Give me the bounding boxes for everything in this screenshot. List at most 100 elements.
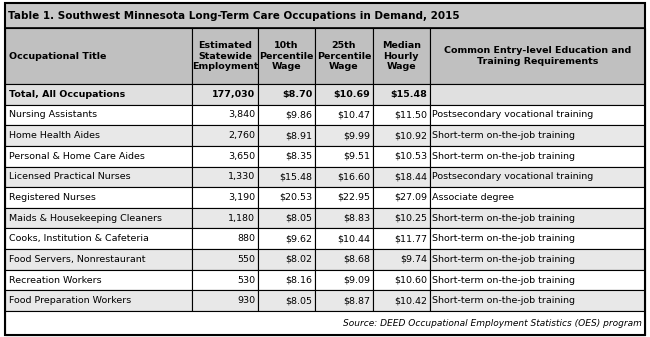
Text: $8.68: $8.68 (343, 255, 370, 264)
Text: $8.70: $8.70 (282, 90, 313, 99)
Bar (5, 146, 192, 166)
Bar (372, 270, 430, 290)
Bar (192, 187, 258, 208)
Bar (5, 249, 192, 270)
Text: Table 1. Southwest Minnesota Long-Term Care Occupations in Demand, 2015: Table 1. Southwest Minnesota Long-Term C… (8, 11, 460, 21)
Bar (258, 290, 315, 311)
Bar (192, 28, 258, 84)
Text: Cooks, Institution & Cafeteria: Cooks, Institution & Cafeteria (9, 234, 149, 243)
Text: $27.09: $27.09 (395, 193, 427, 202)
Text: $16.60: $16.60 (337, 172, 370, 181)
Bar (430, 228, 645, 249)
Bar (5, 187, 192, 208)
Text: $20.53: $20.53 (280, 193, 313, 202)
Text: Registered Nurses: Registered Nurses (9, 193, 96, 202)
Text: $11.77: $11.77 (395, 234, 427, 243)
Text: Short-term on-the-job training: Short-term on-the-job training (432, 234, 575, 243)
Bar (372, 166, 430, 187)
Text: 1,180: 1,180 (228, 214, 255, 223)
Bar (258, 166, 315, 187)
Text: $8.91: $8.91 (285, 131, 313, 140)
Bar (430, 28, 645, 84)
Bar (315, 166, 372, 187)
Text: $18.44: $18.44 (395, 172, 427, 181)
Text: Food Preparation Workers: Food Preparation Workers (9, 296, 131, 305)
Bar (315, 187, 372, 208)
Bar (372, 290, 430, 311)
Text: 530: 530 (237, 276, 255, 284)
Text: Common Entry-level Education and
Training Requirements: Common Entry-level Education and Trainin… (444, 47, 631, 66)
Bar (315, 104, 372, 125)
Bar (372, 104, 430, 125)
Text: $8.05: $8.05 (285, 214, 313, 223)
Bar (192, 84, 258, 104)
Text: Recreation Workers: Recreation Workers (9, 276, 101, 284)
Bar (192, 228, 258, 249)
Bar (315, 28, 372, 84)
Text: Nursing Assistants: Nursing Assistants (9, 111, 97, 119)
Text: $8.02: $8.02 (285, 255, 313, 264)
Bar (430, 290, 645, 311)
Text: 25th
Percentile
Wage: 25th Percentile Wage (317, 41, 371, 71)
Bar (258, 228, 315, 249)
Text: $9.51: $9.51 (343, 152, 370, 161)
Text: Postsecondary vocational training: Postsecondary vocational training (432, 111, 593, 119)
Bar (258, 28, 315, 84)
Text: Short-term on-the-job training: Short-term on-the-job training (432, 255, 575, 264)
Bar (315, 208, 372, 228)
Bar (315, 290, 372, 311)
Text: 880: 880 (237, 234, 255, 243)
Bar (192, 146, 258, 166)
Bar (430, 187, 645, 208)
Bar (430, 84, 645, 104)
Bar (372, 146, 430, 166)
Text: $10.92: $10.92 (395, 131, 427, 140)
Text: $9.09: $9.09 (343, 276, 370, 284)
Text: $10.44: $10.44 (337, 234, 370, 243)
Bar (430, 249, 645, 270)
Text: 930: 930 (237, 296, 255, 305)
Bar (315, 146, 372, 166)
Text: Food Servers, Nonrestaurant: Food Servers, Nonrestaurant (9, 255, 146, 264)
Bar (5, 166, 192, 187)
Bar (372, 249, 430, 270)
Bar (430, 208, 645, 228)
Bar (258, 187, 315, 208)
Text: $10.60: $10.60 (395, 276, 427, 284)
Text: $8.05: $8.05 (285, 296, 313, 305)
Text: $11.50: $11.50 (395, 111, 427, 119)
Bar (5, 228, 192, 249)
Bar (5, 125, 192, 146)
Bar (430, 166, 645, 187)
Bar (430, 104, 645, 125)
Bar (315, 249, 372, 270)
Text: $10.69: $10.69 (333, 90, 370, 99)
Bar (315, 125, 372, 146)
Bar (315, 84, 372, 104)
Text: $8.87: $8.87 (343, 296, 370, 305)
Bar (258, 84, 315, 104)
Text: $15.48: $15.48 (280, 172, 313, 181)
Text: Postsecondary vocational training: Postsecondary vocational training (432, 172, 593, 181)
Bar (5, 208, 192, 228)
Text: 550: 550 (237, 255, 255, 264)
Bar (5, 28, 192, 84)
Text: 3,840: 3,840 (228, 111, 255, 119)
Text: Short-term on-the-job training: Short-term on-the-job training (432, 152, 575, 161)
Text: Total, All Occupations: Total, All Occupations (9, 90, 125, 99)
Text: Maids & Housekeeping Cleaners: Maids & Housekeeping Cleaners (9, 214, 162, 223)
Bar (372, 228, 430, 249)
Bar (372, 84, 430, 104)
Bar (5, 290, 192, 311)
Bar (192, 270, 258, 290)
Text: $9.74: $9.74 (400, 255, 427, 264)
Bar (5, 84, 192, 104)
Text: Personal & Home Care Aides: Personal & Home Care Aides (9, 152, 145, 161)
Bar (258, 125, 315, 146)
Text: $22.95: $22.95 (337, 193, 370, 202)
Text: $8.16: $8.16 (285, 276, 313, 284)
Text: Short-term on-the-job training: Short-term on-the-job training (432, 214, 575, 223)
Text: Licensed Practical Nurses: Licensed Practical Nurses (9, 172, 131, 181)
Text: Associate degree: Associate degree (432, 193, 515, 202)
Bar (430, 125, 645, 146)
